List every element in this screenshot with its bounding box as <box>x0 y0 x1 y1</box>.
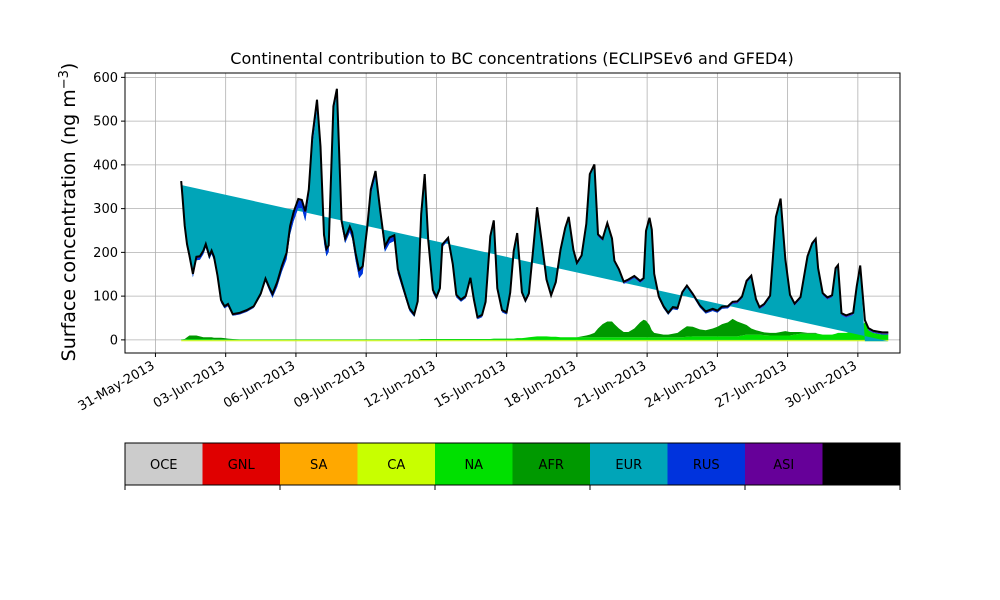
colorbar-cell-oce <box>125 443 203 485</box>
colorbar-cell-na <box>435 443 513 485</box>
colorbar-label-oce: OCE <box>150 458 178 473</box>
y-tick-label: 0 <box>110 333 118 348</box>
total-outline <box>180 88 889 334</box>
colorbar-cell-aus <box>822 443 901 485</box>
colorbar-label-sa: SA <box>310 458 327 473</box>
y-tick-label: 100 <box>93 290 118 305</box>
area-series-ca <box>181 340 889 342</box>
colorbar-label-eur: EUR <box>615 458 642 473</box>
colorbar-cell-eur <box>590 443 668 485</box>
colorbar-cell-sa <box>280 443 358 485</box>
area-series-na <box>181 322 889 340</box>
colorbar-label-asi: ASI <box>773 458 794 473</box>
colorbar-cell-afr <box>512 443 591 485</box>
y-tick-label: 200 <box>93 246 118 261</box>
y-tick-label: 600 <box>93 71 118 86</box>
colorbar-label-afr: AFR <box>539 458 564 473</box>
chart-title: Continental contribution to BC concentra… <box>230 49 793 68</box>
stacked-areas <box>181 88 889 342</box>
plot-frame <box>124 72 901 354</box>
colorbar-label-ca: CA <box>387 458 405 473</box>
area-series-afr <box>181 318 889 340</box>
colorbar-label-na: NA <box>464 458 483 473</box>
y-tick-label: 500 <box>93 115 118 130</box>
colorbar-label-aus: AUS <box>848 458 875 473</box>
colorbar-label-rus: RUS <box>693 458 720 473</box>
region-colorbar: OCE GNL SA CA NA AFR EUR RUS ASI AUS <box>124 442 901 490</box>
area-series-eur <box>181 94 889 342</box>
colorbar-cell-gnl <box>202 443 281 485</box>
y-tick-label: 400 <box>93 158 118 173</box>
colorbar-cell-ca <box>357 443 436 485</box>
colorbar-cell-asi <box>745 443 823 485</box>
y-ticks: 0 100 200 300 400 500 600 <box>93 71 125 348</box>
colorbar-label-gnl: GNL <box>228 458 256 473</box>
colorbar-cell-rus <box>667 443 746 485</box>
y-tick-label: 300 <box>93 202 118 217</box>
colorbar-frame <box>124 442 901 486</box>
y-axis-label: Surface concentration (ng m−3) <box>57 63 81 362</box>
